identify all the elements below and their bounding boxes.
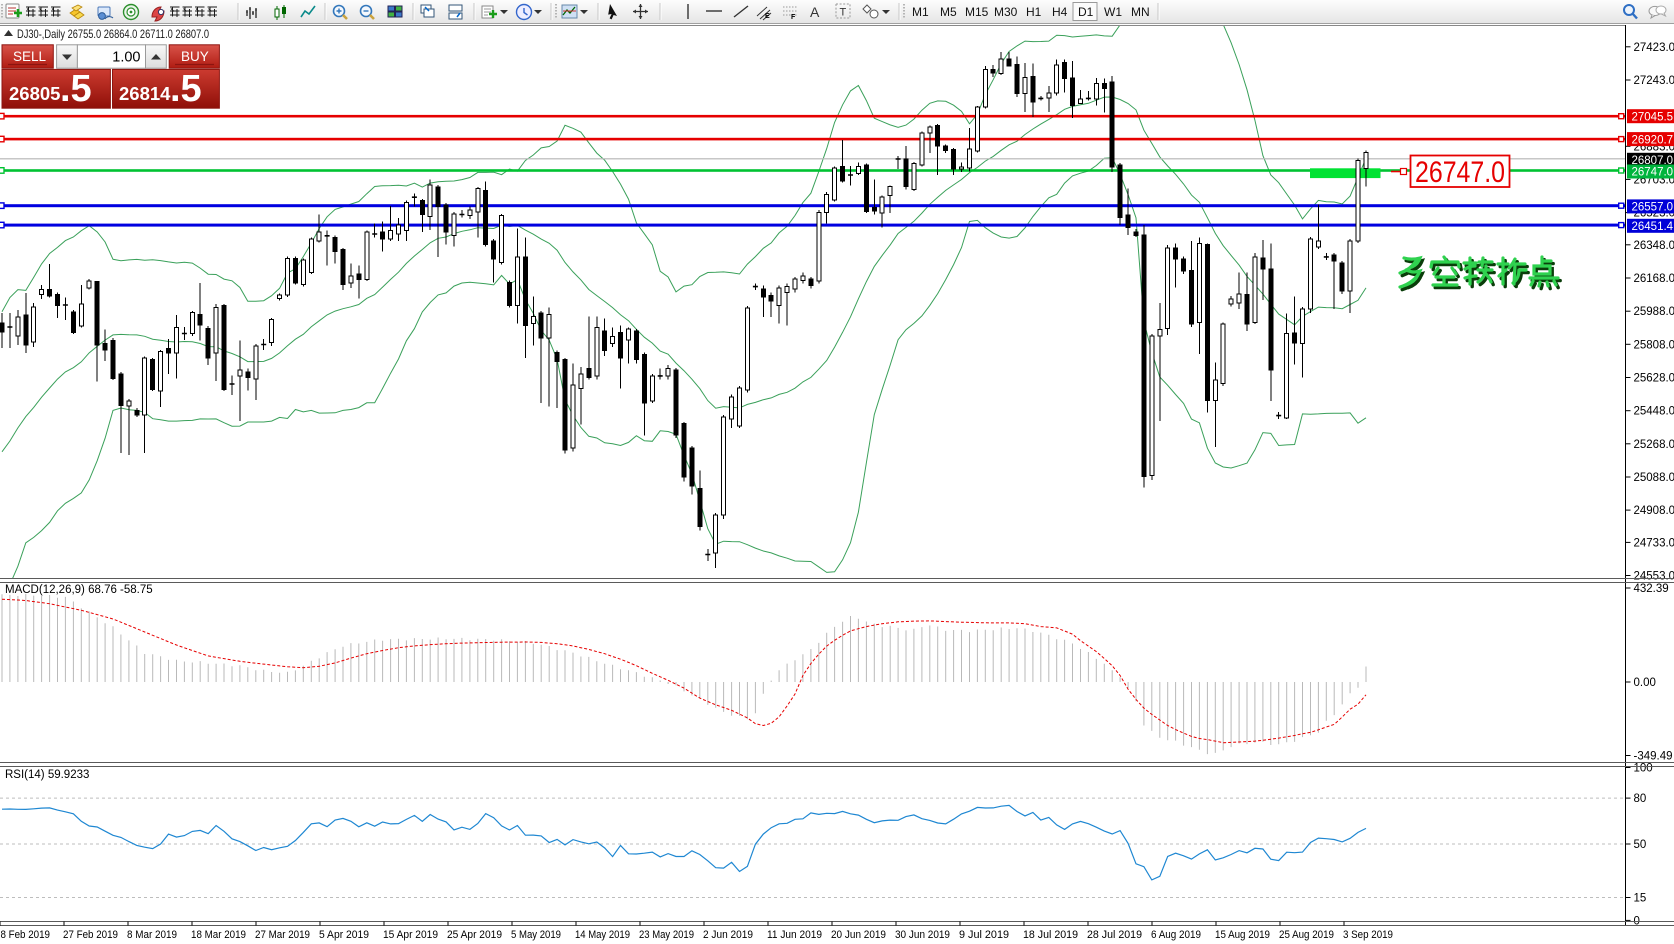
- svg-text:26807.0: 26807.0: [1632, 155, 1674, 167]
- svg-text:100: 100: [1634, 763, 1653, 775]
- svg-text:25 Aug 2019: 25 Aug 2019: [1279, 929, 1334, 941]
- svg-text:25448.0: 25448.0: [1634, 406, 1674, 418]
- svg-text:26348.0: 26348.0: [1634, 240, 1674, 252]
- svg-text:D1: D1: [1078, 5, 1094, 19]
- svg-text:18 Mar 2019: 18 Mar 2019: [191, 929, 246, 941]
- svg-text:.5: .5: [170, 68, 202, 110]
- svg-text:26920.7: 26920.7: [1632, 134, 1674, 146]
- svg-text:F: F: [791, 14, 796, 21]
- svg-text:0.00: 0.00: [1634, 677, 1656, 689]
- svg-text:50: 50: [1634, 839, 1647, 851]
- svg-text:26747.0: 26747.0: [1632, 167, 1674, 179]
- svg-text:18 Feb 2019: 18 Feb 2019: [0, 929, 50, 941]
- svg-text:432.39: 432.39: [1634, 583, 1669, 595]
- svg-text:23 May 2019: 23 May 2019: [639, 929, 694, 941]
- svg-text:25988.0: 25988.0: [1634, 306, 1674, 318]
- svg-text:.5: .5: [60, 68, 92, 110]
- svg-text:5 May 2019: 5 May 2019: [511, 929, 561, 941]
- svg-text:27243.0: 27243.0: [1634, 75, 1674, 87]
- svg-text:5 Apr 2019: 5 Apr 2019: [319, 929, 369, 941]
- svg-text:80: 80: [1634, 793, 1647, 805]
- svg-text:T: T: [840, 7, 847, 19]
- svg-text:28 Jul 2019: 28 Jul 2019: [1087, 929, 1142, 941]
- svg-text:M15: M15: [965, 5, 989, 19]
- svg-text:15: 15: [1634, 893, 1647, 905]
- svg-text:SELL: SELL: [13, 49, 47, 64]
- svg-text:26814: 26814: [119, 83, 171, 104]
- svg-text:26747.0: 26747.0: [1415, 156, 1505, 189]
- svg-text:H1: H1: [1026, 5, 1042, 19]
- svg-text:A: A: [810, 4, 820, 20]
- svg-text:8 Mar 2019: 8 Mar 2019: [127, 929, 177, 941]
- svg-text:BUY: BUY: [181, 49, 209, 64]
- svg-text:DJ30-,Daily 26755.0 26864.0 2: DJ30-,Daily 26755.0 26864.0 26711.0 2680…: [17, 27, 209, 41]
- svg-text:24908.0: 24908.0: [1634, 505, 1674, 517]
- svg-text:25808.0: 25808.0: [1634, 339, 1674, 351]
- svg-text:H4: H4: [1052, 5, 1068, 19]
- svg-text:11 Jun 2019: 11 Jun 2019: [767, 929, 822, 941]
- svg-text:27 Mar 2019: 27 Mar 2019: [255, 929, 310, 941]
- svg-text:25628.0: 25628.0: [1634, 373, 1674, 385]
- svg-text:M5: M5: [940, 5, 957, 19]
- svg-text:RSI(14) 59.9233: RSI(14) 59.9233: [5, 769, 89, 781]
- svg-text:15 Apr 2019: 15 Apr 2019: [383, 929, 438, 941]
- svg-text:2 Jun 2019: 2 Jun 2019: [703, 929, 753, 941]
- svg-text:25 Apr 2019: 25 Apr 2019: [447, 929, 502, 941]
- svg-text:20 Jun 2019: 20 Jun 2019: [831, 929, 886, 941]
- svg-text:26805: 26805: [9, 83, 60, 104]
- svg-text:26168.0: 26168.0: [1634, 273, 1674, 285]
- svg-text:26451.4: 26451.4: [1632, 221, 1674, 233]
- svg-text:27423.0: 27423.0: [1634, 42, 1674, 54]
- svg-text:M30: M30: [994, 5, 1018, 19]
- svg-text:MN: MN: [1131, 5, 1150, 19]
- svg-text:25268.0: 25268.0: [1634, 439, 1674, 451]
- svg-text:E: E: [765, 13, 770, 20]
- svg-text:6 Aug 2019: 6 Aug 2019: [1151, 929, 1201, 941]
- svg-text:30 Jun 2019: 30 Jun 2019: [895, 929, 950, 941]
- svg-text:24553.0: 24553.0: [1634, 571, 1674, 583]
- svg-text:26557.0: 26557.0: [1632, 202, 1674, 214]
- svg-text:MACD(12,26,9) 68.76 -58.75: MACD(12,26,9) 68.76 -58.75: [5, 584, 153, 596]
- svg-text:-349.49: -349.49: [1634, 751, 1673, 763]
- svg-text:24733.0: 24733.0: [1634, 537, 1674, 549]
- svg-text:18 Jul 2019: 18 Jul 2019: [1023, 929, 1078, 941]
- svg-text:27 Feb 2019: 27 Feb 2019: [63, 929, 118, 941]
- svg-text:14 May 2019: 14 May 2019: [575, 929, 630, 941]
- svg-text:M1: M1: [912, 5, 929, 19]
- svg-text:3 Sep 2019: 3 Sep 2019: [1343, 929, 1393, 941]
- svg-text:9 Jul 2019: 9 Jul 2019: [959, 929, 1009, 941]
- svg-text:15 Aug 2019: 15 Aug 2019: [1215, 929, 1270, 941]
- svg-text:25088.0: 25088.0: [1634, 472, 1674, 484]
- svg-text:1.00: 1.00: [112, 50, 140, 66]
- svg-text:27045.5: 27045.5: [1632, 111, 1674, 123]
- svg-text:W1: W1: [1104, 5, 1122, 19]
